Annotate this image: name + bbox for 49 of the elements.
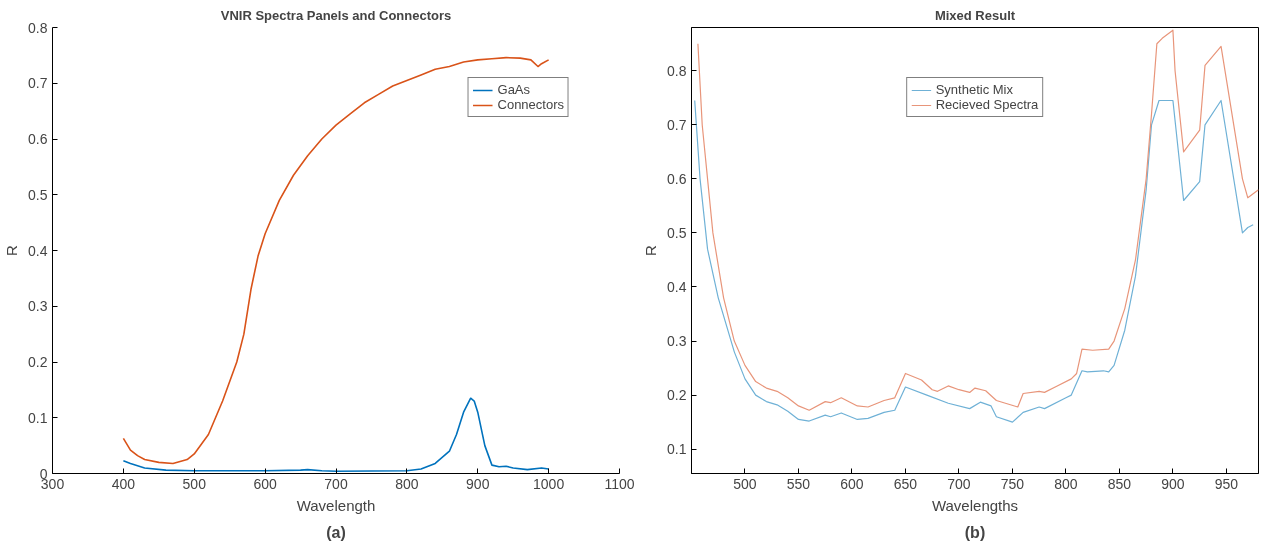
text: (b) xyxy=(964,523,986,541)
y-tick-label: 0.4 xyxy=(667,278,687,295)
y-tick-label: 0.4 xyxy=(28,242,48,259)
legend-label: Recieved Spectra xyxy=(935,97,1039,112)
x-tick-label: 500 xyxy=(733,475,757,492)
y-axis-title: R xyxy=(642,244,660,256)
x-tick-label: 500 xyxy=(182,475,207,492)
y-tick-label: 0.2 xyxy=(28,354,48,370)
y-tick-label: 0.3 xyxy=(667,333,687,350)
x-tick-label: 850 xyxy=(1107,475,1132,492)
x-tick-label: 950 xyxy=(1214,475,1239,492)
y-tick-label: 0.6 xyxy=(667,170,687,187)
y-tick-label: 0.2 xyxy=(667,387,687,404)
y-tick-label: 0.6 xyxy=(28,131,48,147)
y-tick-label: 0.3 xyxy=(28,298,48,315)
x-tick-label: 600 xyxy=(253,475,278,492)
text: (a) xyxy=(326,523,346,541)
x-tick-label: 1100 xyxy=(604,475,635,492)
chart-title: Mixed Result xyxy=(934,7,1016,23)
x-tick-label: 800 xyxy=(395,475,419,492)
line-series xyxy=(694,99,1254,423)
x-tick-label: 400 xyxy=(111,475,136,492)
y-tick-label: 0.5 xyxy=(667,224,687,241)
y-tick-label: 0.1 xyxy=(667,441,687,458)
legend-label: Synthetic Mix xyxy=(935,82,1013,97)
x-tick-label: 1000 xyxy=(533,475,565,492)
x-tick-label: 750 xyxy=(1000,475,1025,492)
chart-title: VNIR Spectra Panels and Connectors xyxy=(220,7,452,23)
y-tick-label: 0.7 xyxy=(28,75,48,92)
x-tick-label: 650 xyxy=(893,475,918,492)
y-tick-label: 0.5 xyxy=(28,186,48,203)
y-tick-label: 0.8 xyxy=(28,19,48,36)
x-tick-label: 550 xyxy=(786,475,811,492)
line-series xyxy=(697,29,1259,411)
x-tick-label: 900 xyxy=(1161,475,1185,492)
y-tick-label: 0.7 xyxy=(667,116,687,133)
x-tick-label: 800 xyxy=(1054,475,1078,492)
y-axis-title: R xyxy=(3,244,21,256)
x-tick-label: 700 xyxy=(324,475,348,492)
legend-label: GaAs xyxy=(497,82,531,97)
x-tick-label: 900 xyxy=(466,475,490,492)
x-axis-title: Wavelengths xyxy=(931,496,1019,514)
y-tick-label: 0.8 xyxy=(667,62,687,79)
y-tick-label: 0.1 xyxy=(28,409,48,426)
x-tick-label: 700 xyxy=(947,475,971,492)
legend-label: Connectors xyxy=(497,97,564,112)
line-series xyxy=(122,397,550,473)
x-axis-title: Wavelength xyxy=(296,496,376,514)
x-tick-label: 600 xyxy=(840,475,864,492)
